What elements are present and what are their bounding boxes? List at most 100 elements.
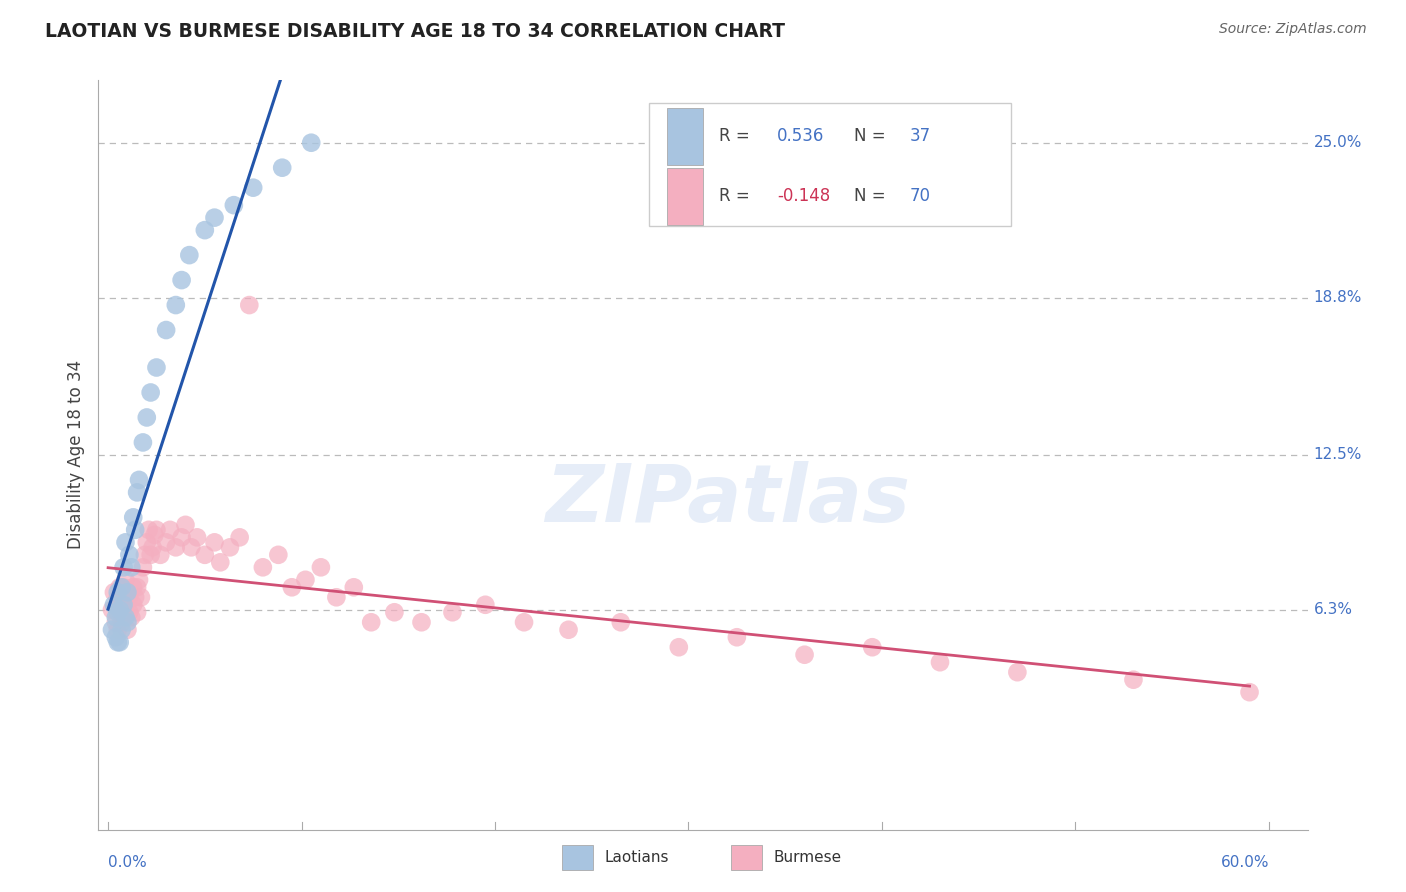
Point xyxy=(159,523,181,537)
Point xyxy=(186,530,208,544)
Text: R =: R = xyxy=(718,128,755,145)
Point xyxy=(127,580,149,594)
Point xyxy=(108,580,131,594)
Point xyxy=(474,598,496,612)
Point xyxy=(134,548,156,562)
Point xyxy=(135,535,157,549)
Point xyxy=(124,523,146,537)
Point xyxy=(179,248,201,262)
Point xyxy=(112,560,135,574)
Point xyxy=(111,591,134,605)
Point xyxy=(117,585,139,599)
Point xyxy=(114,573,136,587)
Point xyxy=(108,605,131,619)
Point xyxy=(1239,685,1261,699)
Point xyxy=(114,535,136,549)
Point xyxy=(135,410,157,425)
Point xyxy=(170,273,193,287)
Point xyxy=(107,591,129,605)
Text: 18.8%: 18.8% xyxy=(1313,290,1362,305)
Point xyxy=(343,580,366,594)
Point xyxy=(145,523,167,537)
Point xyxy=(103,598,125,612)
Point xyxy=(128,473,150,487)
Point xyxy=(155,535,177,549)
Point xyxy=(170,530,193,544)
Point xyxy=(228,530,250,544)
Text: 60.0%: 60.0% xyxy=(1220,855,1268,870)
Point xyxy=(204,211,226,225)
Point xyxy=(610,615,633,630)
Point xyxy=(1007,665,1029,680)
Point xyxy=(174,517,197,532)
Text: 6.3%: 6.3% xyxy=(1313,602,1353,617)
Bar xyxy=(666,169,703,225)
Point xyxy=(267,548,290,562)
Point xyxy=(165,298,187,312)
Text: N =: N = xyxy=(855,128,891,145)
Text: 25.0%: 25.0% xyxy=(1313,136,1362,150)
Text: R =: R = xyxy=(718,187,755,205)
Point xyxy=(107,605,129,619)
Point xyxy=(441,605,464,619)
Point xyxy=(1122,673,1144,687)
Point xyxy=(108,635,131,649)
Point xyxy=(127,485,149,500)
Point xyxy=(204,535,226,549)
Point xyxy=(107,585,129,599)
Bar xyxy=(666,109,703,165)
Point xyxy=(145,360,167,375)
Point xyxy=(132,435,155,450)
Point xyxy=(120,560,142,574)
Point xyxy=(143,528,166,542)
Point xyxy=(384,605,406,619)
Point xyxy=(668,640,690,655)
FancyBboxPatch shape xyxy=(648,103,1011,227)
Point xyxy=(128,573,150,587)
Point xyxy=(513,615,536,630)
Point xyxy=(149,548,172,562)
Point xyxy=(411,615,433,630)
Point xyxy=(271,161,294,175)
Point xyxy=(222,198,245,212)
Text: -0.148: -0.148 xyxy=(776,187,830,205)
Point xyxy=(112,610,135,624)
Point xyxy=(557,623,579,637)
Point xyxy=(122,510,145,524)
Point xyxy=(111,615,134,630)
Point xyxy=(138,523,160,537)
Point xyxy=(103,585,125,599)
Text: Source: ZipAtlas.com: Source: ZipAtlas.com xyxy=(1219,22,1367,37)
Point xyxy=(281,580,304,594)
Text: 37: 37 xyxy=(910,128,931,145)
Point xyxy=(194,548,217,562)
Text: Laotians: Laotians xyxy=(605,850,669,864)
Point xyxy=(118,548,141,562)
Point xyxy=(118,591,141,605)
Point xyxy=(194,223,217,237)
Point xyxy=(108,603,131,617)
Point xyxy=(242,180,264,194)
Point xyxy=(360,615,382,630)
Point xyxy=(104,615,127,630)
Point xyxy=(132,560,155,574)
Text: 12.5%: 12.5% xyxy=(1313,448,1362,462)
Point xyxy=(139,548,162,562)
Point xyxy=(117,585,139,599)
Y-axis label: Disability Age 18 to 34: Disability Age 18 to 34 xyxy=(66,360,84,549)
Point xyxy=(114,598,136,612)
Point xyxy=(107,635,129,649)
Point xyxy=(111,580,134,594)
Point xyxy=(101,603,124,617)
Point xyxy=(309,560,332,574)
Point xyxy=(101,623,124,637)
Point xyxy=(219,541,242,555)
Point xyxy=(139,385,162,400)
Point xyxy=(118,605,141,619)
Point xyxy=(104,610,127,624)
Point xyxy=(155,323,177,337)
Point xyxy=(117,623,139,637)
Text: 70: 70 xyxy=(910,187,931,205)
Point xyxy=(209,555,232,569)
Point xyxy=(238,298,260,312)
